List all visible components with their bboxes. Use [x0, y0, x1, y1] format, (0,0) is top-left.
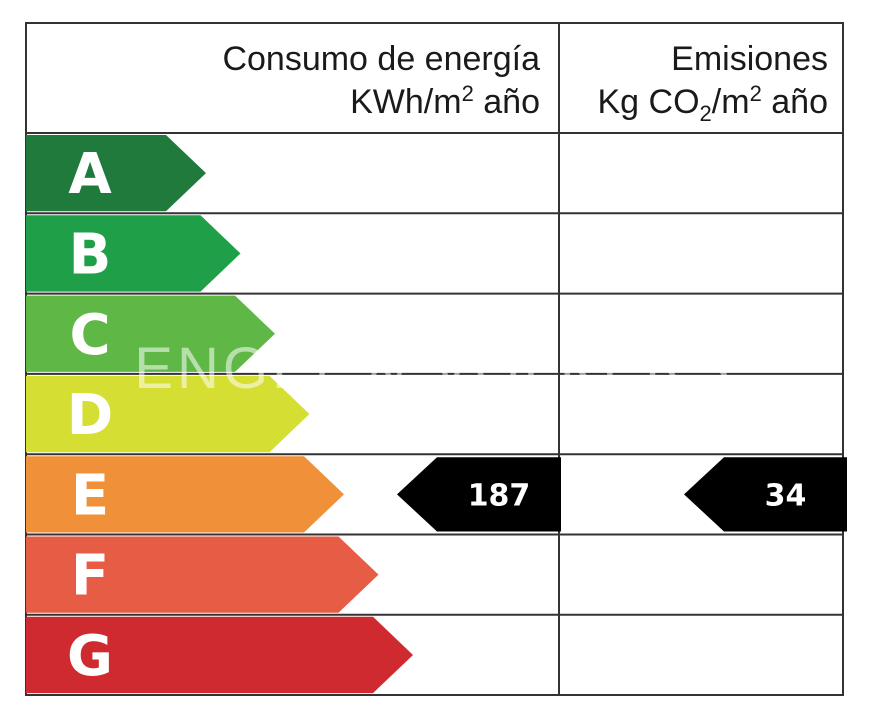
emissions-rating-value: 34	[765, 478, 807, 513]
class-arrow-shape	[26, 536, 379, 613]
class-arrow-shape	[26, 375, 310, 453]
energy-header-title: Consumo de energía	[222, 40, 540, 78]
emissions-rating-marker: 34	[684, 457, 847, 532]
energy-rating-value: 187	[468, 478, 531, 513]
class-arrow-a: A	[26, 135, 206, 212]
row-dividers	[26, 212, 843, 616]
class-letter: G	[67, 624, 113, 689]
class-arrow-e: E	[26, 456, 344, 533]
class-arrow-b: B	[26, 215, 241, 292]
emissions-header-title: Emisiones	[671, 40, 828, 78]
energy-marker-arrow	[397, 457, 561, 532]
energy-header-unit: KWh/m2 año	[350, 81, 540, 121]
class-arrow-f: F	[26, 536, 379, 613]
class-letter: A	[68, 142, 112, 207]
class-letter: E	[71, 463, 109, 528]
energy-rating-marker: 187	[397, 457, 561, 532]
watermark-text: ENGEL & VÖLKERS	[134, 336, 733, 401]
class-arrow-d: D	[26, 375, 310, 453]
label-grid	[25, 22, 844, 696]
class-arrow-c: C	[26, 295, 275, 372]
class-letter: B	[69, 222, 112, 287]
class-letter: F	[71, 544, 109, 609]
emissions-marker-arrow	[684, 457, 847, 532]
class-arrow-shape	[26, 135, 206, 212]
class-arrow-g: G	[26, 616, 413, 694]
class-arrow-shape	[26, 456, 344, 533]
emissions-header-unit: Kg CO2/m2 año	[597, 81, 828, 126]
class-letter: D	[67, 383, 113, 448]
class-arrow-shape	[26, 295, 275, 372]
class-letter: C	[69, 303, 110, 368]
class-arrow-shape	[26, 616, 413, 694]
class-arrow-shape	[26, 215, 241, 292]
